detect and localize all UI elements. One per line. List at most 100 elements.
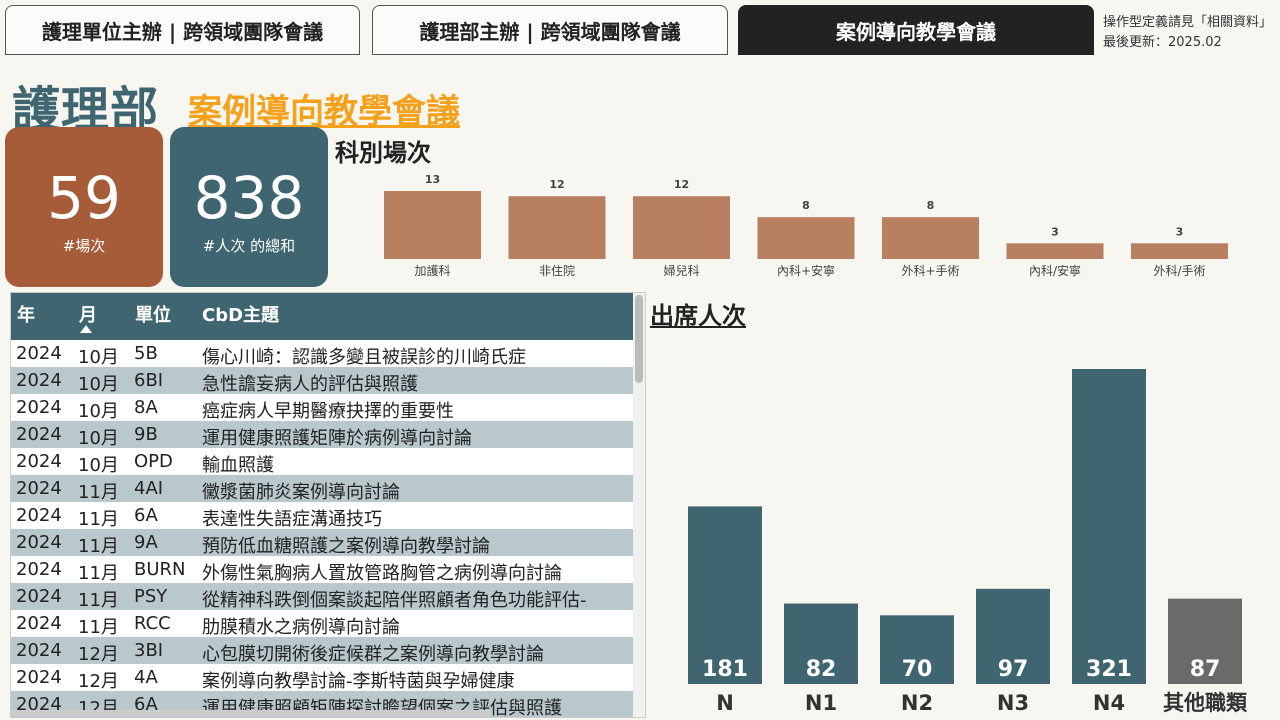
last-updated: 最後更新：2025.02 [1103, 35, 1222, 50]
header-topic[interactable]: CbD主題 [202, 305, 280, 326]
definition-note: 操作型定義請見「相關資料」 [1103, 15, 1273, 30]
cbd-topic-table: 年 月 單位 CbD主題 2024 10月 5B 傷心川崎：認識多變且被誤診的川崎氏症… [10, 292, 646, 718]
cell-unit: 6BI [134, 370, 164, 391]
kpi-people-label: #人次 的總和 [202, 237, 296, 255]
cell-unit: 3BI [134, 640, 164, 661]
table-row[interactable]: 2024 10月 6BI 急性譫妄病人的評估與照護 [11, 367, 633, 395]
cell-year: 2024 [16, 640, 62, 661]
cell-month: 10月 [78, 401, 119, 422]
cell-month: 11月 [78, 482, 119, 503]
attendance-bar [688, 506, 762, 684]
table-row[interactable]: 2024 11月 PSY 從精神科跌倒個案談起陪伴照顧者角色功能評估- [11, 583, 633, 611]
attendance-bar-value: 87 [1190, 657, 1221, 682]
cell-year: 2024 [16, 343, 62, 364]
table-row[interactable]: 2024 10月 9B 運用健康照護矩陣於病例導向討論 [11, 421, 633, 449]
sort-ascending-icon[interactable] [80, 325, 92, 333]
attendance-category-label: N1 [805, 691, 837, 715]
dept-category-label: 加護科 [414, 263, 450, 278]
table-row[interactable]: 2024 11月 RCC 肋膜積水之病例導向討論 [11, 610, 633, 638]
cell-unit: 4AI [134, 478, 164, 499]
attendance-bar [880, 615, 954, 684]
horizontal-scrollbar[interactable] [11, 710, 491, 716]
kpi-sessions-card: 59 #場次 [5, 127, 163, 287]
header-unit[interactable]: 單位 [135, 305, 171, 326]
dept-bar-value: 12 [674, 178, 689, 191]
cell-topic: 傷心川崎：認識多變且被誤診的川崎氏症 [202, 347, 526, 368]
cell-year: 2024 [16, 532, 62, 553]
dept-category-label: 外科/手術 [1153, 264, 1205, 278]
attendance-category-label: N4 [1093, 691, 1125, 715]
cell-year: 2024 [16, 424, 62, 445]
cell-topic: 表達性失語症溝通技巧 [202, 509, 382, 530]
dept-category-label: 內科/安寧 [1029, 263, 1081, 278]
cell-topic: 黴漿菌肺炎案例導向討論 [202, 482, 400, 503]
dept-bar-value: 8 [802, 199, 810, 212]
attendance-category-label: N2 [901, 691, 933, 715]
cell-month: 11月 [78, 509, 119, 530]
scroll-thumb[interactable] [635, 295, 643, 383]
cell-topic: 癌症病人早期醫療抉擇的重要性 [202, 401, 454, 422]
attendance-category-label: 其他職類 [1163, 691, 1248, 715]
dept-bar [757, 217, 855, 259]
table-row[interactable]: 2024 10月 8A 癌症病人早期醫療抉擇的重要性 [11, 394, 633, 422]
cell-month: 11月 [78, 536, 119, 557]
cell-year: 2024 [16, 559, 62, 580]
table-row[interactable]: 2024 10月 OPD 輸血照護 [11, 448, 633, 476]
cell-topic: 輸血照護 [202, 455, 274, 476]
dept-bar [1006, 243, 1104, 259]
attendance-bar-value: 181 [702, 657, 748, 682]
dept-chart-title: 科別場次 [335, 139, 431, 167]
header-month[interactable]: 月 [79, 305, 97, 326]
cell-year: 2024 [16, 667, 62, 688]
kpi-sessions-value: 59 [47, 164, 121, 232]
cell-month: 10月 [78, 455, 119, 476]
tab-unit-interdisciplinary[interactable]: 護理單位主辦 | 跨領域團隊會議 [5, 5, 360, 55]
dept-bar-value: 3 [1176, 225, 1184, 238]
table-row[interactable]: 2024 11月 6A 表達性失語症溝通技巧 [11, 502, 633, 530]
attendance-category-label: N3 [997, 691, 1029, 715]
attendance-bar [1072, 369, 1146, 684]
attendance-bar-value: 321 [1086, 657, 1132, 682]
table-row[interactable]: 2024 11月 4AI 黴漿菌肺炎案例導向討論 [11, 475, 633, 503]
table-row[interactable]: 2024 10月 5B 傷心川崎：認識多變且被誤診的川崎氏症 [11, 340, 633, 368]
dept-bar-value: 3 [1051, 225, 1059, 238]
cell-unit: 8A [134, 397, 158, 418]
cell-year: 2024 [16, 586, 62, 607]
tab-case-based-teaching[interactable]: 案例導向教學會議 [738, 5, 1094, 55]
vertical-scrollbar[interactable] [633, 293, 645, 717]
attendance-bar-value: 82 [806, 657, 837, 682]
cell-topic: 外傷性氣胸病人置放管路胸管之病例導向討論 [202, 563, 562, 584]
cell-unit: 5B [134, 343, 158, 364]
tab-dept-interdisciplinary[interactable]: 護理部主辦 | 跨領域團隊會議 [372, 5, 728, 55]
cell-unit: 6A [134, 505, 158, 526]
table-row[interactable]: 2024 12月 4A 案例導向教學討論-李斯特菌與孕婦健康 [11, 664, 633, 692]
cell-year: 2024 [16, 478, 62, 499]
cell-topic: 運用健康照護矩陣於病例導向討論 [202, 428, 472, 449]
attendance-chart-title: 出席人次 [650, 302, 746, 330]
kpi-people-value: 838 [193, 164, 305, 232]
table-body: 2024 10月 5B 傷心川崎：認識多變且被誤診的川崎氏症 2024 10月 6BI 急性譫… [11, 340, 633, 717]
dept-bar-value: 8 [927, 199, 935, 212]
attendance-bar-value: 97 [998, 657, 1029, 682]
cell-unit: 9A [134, 532, 158, 553]
dept-bar [1131, 243, 1228, 259]
cell-topic: 案例導向教學討論-李斯特菌與孕婦健康 [202, 671, 515, 692]
cell-unit: 4A [134, 667, 158, 688]
cell-year: 2024 [16, 451, 62, 472]
kpi-sessions-label: #場次 [62, 237, 106, 255]
dept-bar-value: 13 [425, 173, 440, 186]
dept-bar [633, 196, 730, 259]
cell-month: 11月 [78, 590, 119, 611]
kpi-people-card: 838 #人次 的總和 [170, 127, 328, 287]
cell-topic: 從精神科跌倒個案談起陪伴照顧者角色功能評估- [202, 590, 587, 611]
table-header: 年 月 單位 CbD主題 [11, 293, 633, 340]
table-row[interactable]: 2024 12月 3BI 心包膜切開術後症候群之案例導向教學討論 [11, 637, 633, 665]
table-row[interactable]: 2024 11月 BURN 外傷性氣胸病人置放管路胸管之病例導向討論 [11, 556, 633, 584]
dept-category-label: 非住院 [539, 264, 575, 278]
table-row[interactable]: 2024 11月 9A 預防低血糖照護之案例導向教學討論 [11, 529, 633, 557]
attendance-category-label: N [716, 691, 734, 715]
header-year[interactable]: 年 [17, 305, 35, 326]
cell-year: 2024 [16, 370, 62, 391]
cell-year: 2024 [16, 694, 62, 715]
dept-bar [882, 217, 979, 259]
